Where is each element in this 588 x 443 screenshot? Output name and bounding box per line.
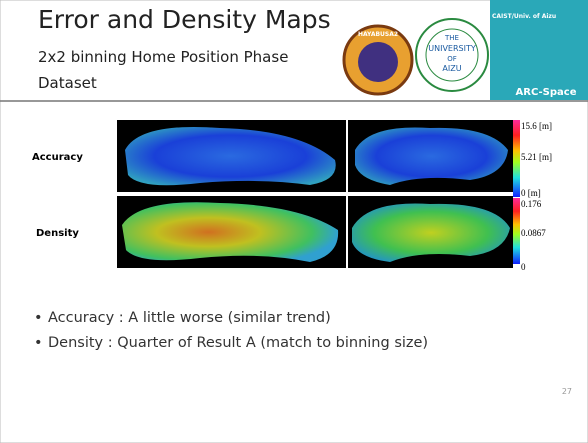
logo-inner — [358, 42, 398, 82]
logo-university: THE UNIVERSITY OF AIZU — [416, 19, 488, 91]
scale-label: 0 [m] — [521, 188, 541, 198]
logo-text: THE — [444, 34, 459, 42]
logo-text: UNIVERSITY — [428, 44, 476, 53]
page: {"header": {"title": "Error and Density … — [0, 0, 588, 443]
scale-label: 0.176 — [521, 199, 542, 209]
scale-label: 0 — [521, 262, 526, 272]
colorbar — [513, 120, 520, 197]
subtitle: 2x2 binning Home Position Phase — [38, 48, 288, 66]
map-shape — [355, 127, 508, 185]
row-label: Accuracy — [32, 152, 83, 163]
logo-text: ARC-Space — [516, 87, 577, 98]
page-number: 27 — [562, 387, 572, 396]
logo-arc: CAIST/Univ. of Aizu ARC-Space — [490, 0, 588, 100]
logo-hayabusa: HAYABUSA2 — [344, 26, 412, 94]
bullet: Density : Quarter of Result A (match to … — [48, 335, 428, 351]
colorbar — [513, 198, 520, 264]
bullet-marker: • — [34, 335, 43, 351]
subtitle: Dataset — [38, 74, 97, 92]
scale-label: 15.6 [m] — [521, 121, 552, 131]
body: Error and Density Maps 2x2 binning Home … — [0, 0, 588, 443]
bullet: Accuracy : A little worse (similar trend… — [48, 310, 331, 326]
logo-text: AIZU — [442, 64, 461, 73]
scale-label: 5.21 [m] — [521, 152, 552, 162]
row-label: Density — [36, 228, 79, 239]
title: Error and Density Maps — [38, 5, 331, 34]
scale-label: 0.0867 — [521, 228, 546, 238]
slide: Error and Density Maps 2x2 binning Home … — [0, 0, 588, 443]
logo-text: HAYABUSA2 — [358, 31, 398, 38]
logo-text: CAIST/Univ. of Aizu — [492, 13, 556, 20]
logo-text: OF — [447, 55, 457, 63]
bullet-marker: • — [34, 310, 43, 326]
